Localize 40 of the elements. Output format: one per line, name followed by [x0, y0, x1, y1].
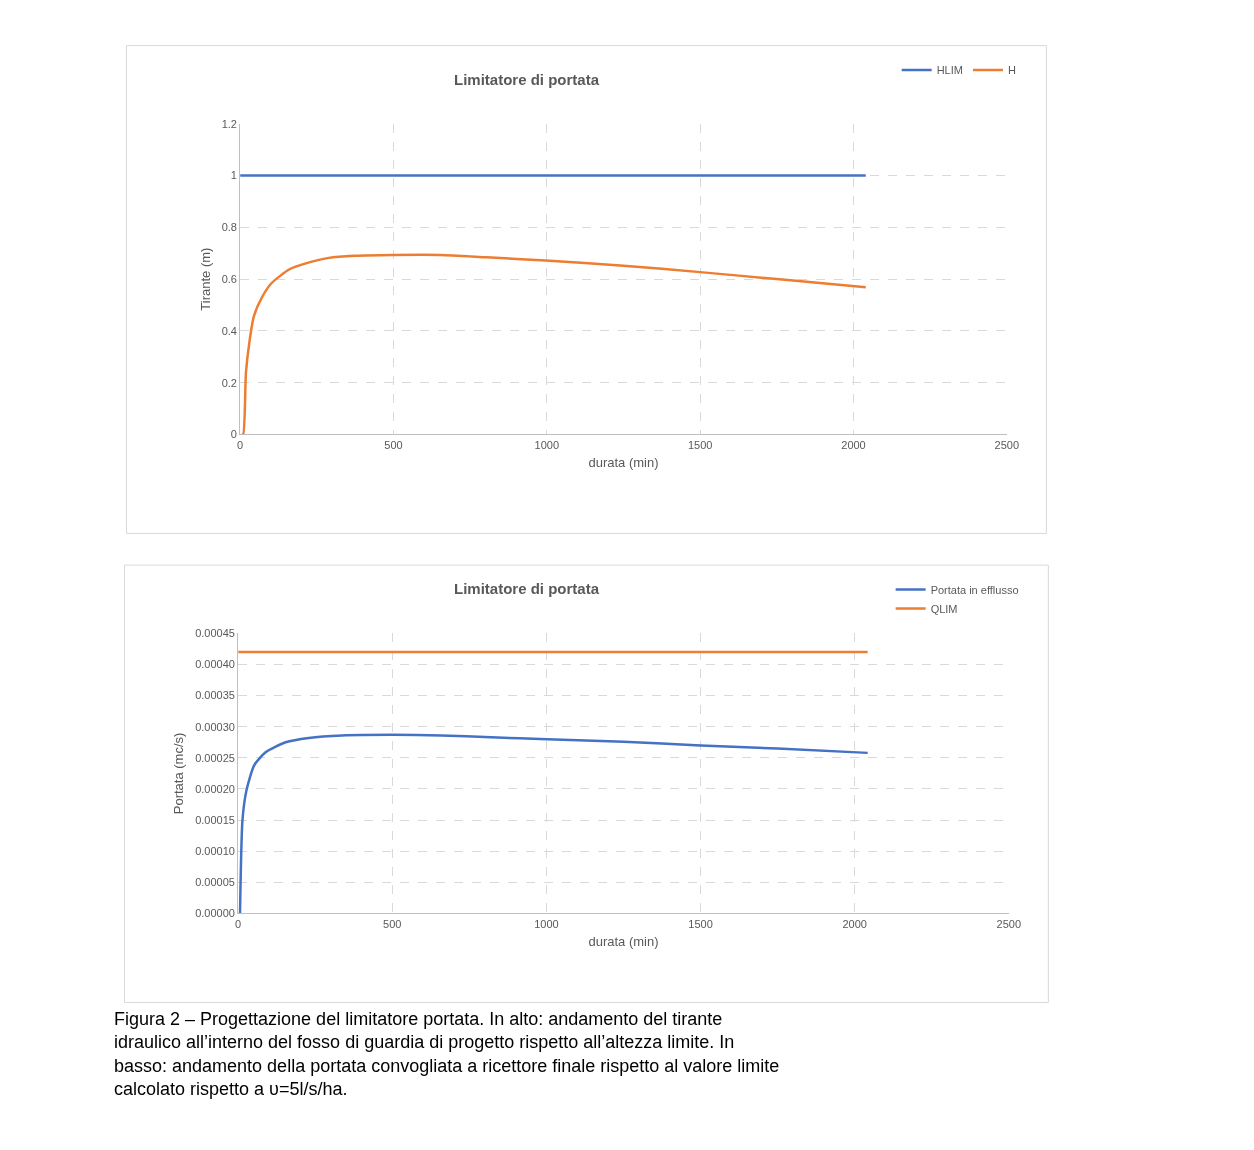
x-tick-label: 1000: [534, 438, 560, 451]
text: Figura 2 – Progettazione del limitatore portata. In alto: andamento del tirante idraulico all’interno del fosso di guardia di progetto rispetto all’altezza limite. In basso: andamento della portata convogliata a ricettore finale rispetto al valore limite calcolato rispetto a υ=5l/s/ha.: [114, 1009, 780, 1100]
y-tick-label: 0.4: [221, 324, 237, 337]
y-tick-label: 0: [230, 428, 237, 441]
legend-label: H: [1007, 64, 1016, 77]
y-tick-label: 0.00000: [195, 907, 235, 920]
y-tick-label: 0.00040: [195, 658, 235, 671]
x-tick-label: 2500: [994, 438, 1020, 451]
x-tick-label: 1000: [534, 917, 559, 930]
x-tick-label: 1500: [688, 917, 713, 930]
y-tick-label: 1.2: [221, 117, 237, 130]
y-tick-label: 0.00005: [195, 876, 235, 889]
y-tick-label: 0.00035: [195, 689, 235, 702]
x-tick-label: 2000: [841, 438, 866, 451]
line-series: [240, 253, 868, 435]
y-tick-label: 0.00045: [195, 627, 235, 640]
y-tick-label: 1: [230, 169, 237, 182]
line-series: [238, 733, 869, 914]
x-tick-label: 2500: [996, 917, 1022, 930]
legend-label: QLIM: [930, 602, 958, 615]
y-axis-title: Portata (mc/s): [171, 732, 187, 815]
legend-label: Portata in efflusso: [930, 583, 1019, 596]
legend-label: HLIM: [936, 64, 963, 77]
y-tick-label: 0.00015: [195, 813, 235, 826]
y-tick-label: 0.00020: [195, 782, 235, 795]
y-tick-label: 0.6: [221, 272, 237, 285]
x-axis-title: durata (min): [588, 455, 659, 471]
x-tick-label: 2000: [842, 917, 867, 930]
x-tick-label: 500: [383, 917, 402, 930]
x-axis-title: durata (min): [588, 934, 659, 950]
y-tick-label: 0.00010: [195, 845, 235, 858]
chart-title: Limitatore di portata: [454, 71, 600, 88]
y-tick-label: 0.2: [221, 376, 237, 389]
y-tick-label: 0.00025: [195, 751, 235, 764]
chart-title: Limitatore di portata: [454, 580, 600, 597]
x-tick-label: 1500: [687, 438, 713, 451]
y-axis-title: Tirante (m): [197, 247, 213, 311]
x-tick-label: 500: [384, 438, 403, 451]
y-tick-label: 0.8: [221, 221, 237, 234]
y-tick-label: 0.00030: [195, 720, 235, 733]
